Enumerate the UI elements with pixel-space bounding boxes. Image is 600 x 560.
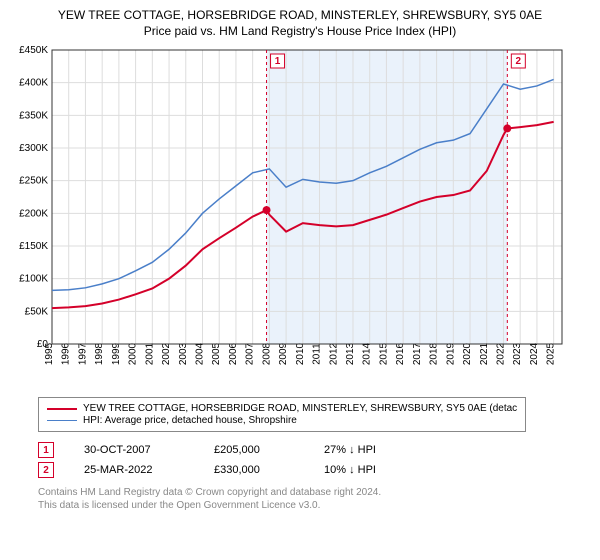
sale-marker-icon: 1 xyxy=(38,442,54,458)
x-tick-label: 2008 xyxy=(261,342,272,365)
x-tick-label: 2025 xyxy=(546,342,557,365)
x-tick-label: 2021 xyxy=(479,342,490,365)
x-tick-label: 2015 xyxy=(378,342,389,365)
x-tick-label: 2002 xyxy=(161,342,172,365)
footer-attribution: Contains HM Land Registry data © Crown c… xyxy=(38,486,592,512)
x-tick-label: 2023 xyxy=(512,342,523,365)
x-tick-label: 2012 xyxy=(328,342,339,365)
x-tick-label: 1999 xyxy=(111,342,122,365)
x-tick-label: 1998 xyxy=(94,342,105,365)
y-tick-label: £250K xyxy=(19,176,48,187)
chart-container: £0£50K£100K£150K£200K£250K£300K£350K£400… xyxy=(8,44,592,389)
x-tick-label: 2016 xyxy=(395,342,406,365)
title-line2: Price paid vs. HM Land Registry's House … xyxy=(8,24,592,38)
sale-date: 25-MAR-2022 xyxy=(84,464,184,476)
y-tick-label: £50K xyxy=(25,306,49,317)
x-tick-label: 2014 xyxy=(362,342,373,365)
x-tick-label: 1995 xyxy=(44,342,55,365)
sale-marker-icon: 2 xyxy=(38,462,54,478)
x-tick-label: 2004 xyxy=(194,342,205,365)
chart-title-block: YEW TREE COTTAGE, HORSEBRIDGE ROAD, MINS… xyxy=(8,8,592,38)
x-tick-label: 2020 xyxy=(462,342,473,365)
sales-table: 1 30-OCT-2007 £205,000 27% ↓ HPI 2 25-MAR-202… xyxy=(38,442,592,478)
x-tick-label: 2003 xyxy=(178,342,189,365)
legend-row: YEW TREE COTTAGE, HORSEBRIDGE ROAD, MINS… xyxy=(47,403,517,414)
legend: YEW TREE COTTAGE, HORSEBRIDGE ROAD, MINS… xyxy=(38,397,526,432)
legend-label: HPI: Average price, detached house, Shro… xyxy=(83,415,297,426)
sale-marker-number: 2 xyxy=(516,56,522,67)
sale-price: £330,000 xyxy=(214,464,294,476)
x-tick-label: 1996 xyxy=(61,342,72,365)
title-line1: YEW TREE COTTAGE, HORSEBRIDGE ROAD, MINS… xyxy=(8,8,592,22)
x-tick-label: 2006 xyxy=(228,342,239,365)
x-tick-label: 2013 xyxy=(345,342,356,365)
sale-price: £205,000 xyxy=(214,444,294,456)
sales-row: 1 30-OCT-2007 £205,000 27% ↓ HPI xyxy=(38,442,592,458)
sales-row: 2 25-MAR-2022 £330,000 10% ↓ HPI xyxy=(38,462,592,478)
x-tick-label: 2010 xyxy=(295,342,306,365)
sale-date: 30-OCT-2007 xyxy=(84,444,184,456)
price-chart: £0£50K£100K£150K£200K£250K£300K£350K£400… xyxy=(8,44,568,384)
x-tick-label: 2001 xyxy=(144,342,155,365)
x-tick-label: 2018 xyxy=(429,342,440,365)
y-tick-label: £200K xyxy=(19,208,48,219)
footer-line2: This data is licensed under the Open Gov… xyxy=(38,499,592,512)
legend-label: YEW TREE COTTAGE, HORSEBRIDGE ROAD, MINS… xyxy=(83,403,517,414)
x-tick-label: 2011 xyxy=(312,343,323,365)
y-tick-label: £150K xyxy=(19,241,48,252)
x-tick-label: 2009 xyxy=(278,342,289,365)
sale-marker-number: 1 xyxy=(275,56,281,67)
x-tick-label: 2000 xyxy=(128,342,139,365)
x-tick-label: 2005 xyxy=(211,342,222,365)
x-tick-label: 2019 xyxy=(445,342,456,365)
y-tick-label: £400K xyxy=(19,78,48,89)
x-tick-label: 2024 xyxy=(529,342,540,365)
sale-delta: 27% ↓ HPI xyxy=(324,444,376,456)
x-tick-label: 2007 xyxy=(245,342,256,365)
y-tick-label: £450K xyxy=(19,45,48,56)
x-tick-label: 1997 xyxy=(77,342,88,365)
legend-row: HPI: Average price, detached house, Shro… xyxy=(47,415,517,426)
sale-delta: 10% ↓ HPI xyxy=(324,464,376,476)
legend-swatch xyxy=(47,408,77,410)
y-tick-label: £100K xyxy=(19,274,48,285)
legend-swatch xyxy=(47,420,77,422)
x-tick-label: 2022 xyxy=(495,342,506,365)
x-tick-label: 2017 xyxy=(412,342,423,365)
footer-line1: Contains HM Land Registry data © Crown c… xyxy=(38,486,592,499)
y-tick-label: £350K xyxy=(19,110,48,121)
y-tick-label: £300K xyxy=(19,143,48,154)
